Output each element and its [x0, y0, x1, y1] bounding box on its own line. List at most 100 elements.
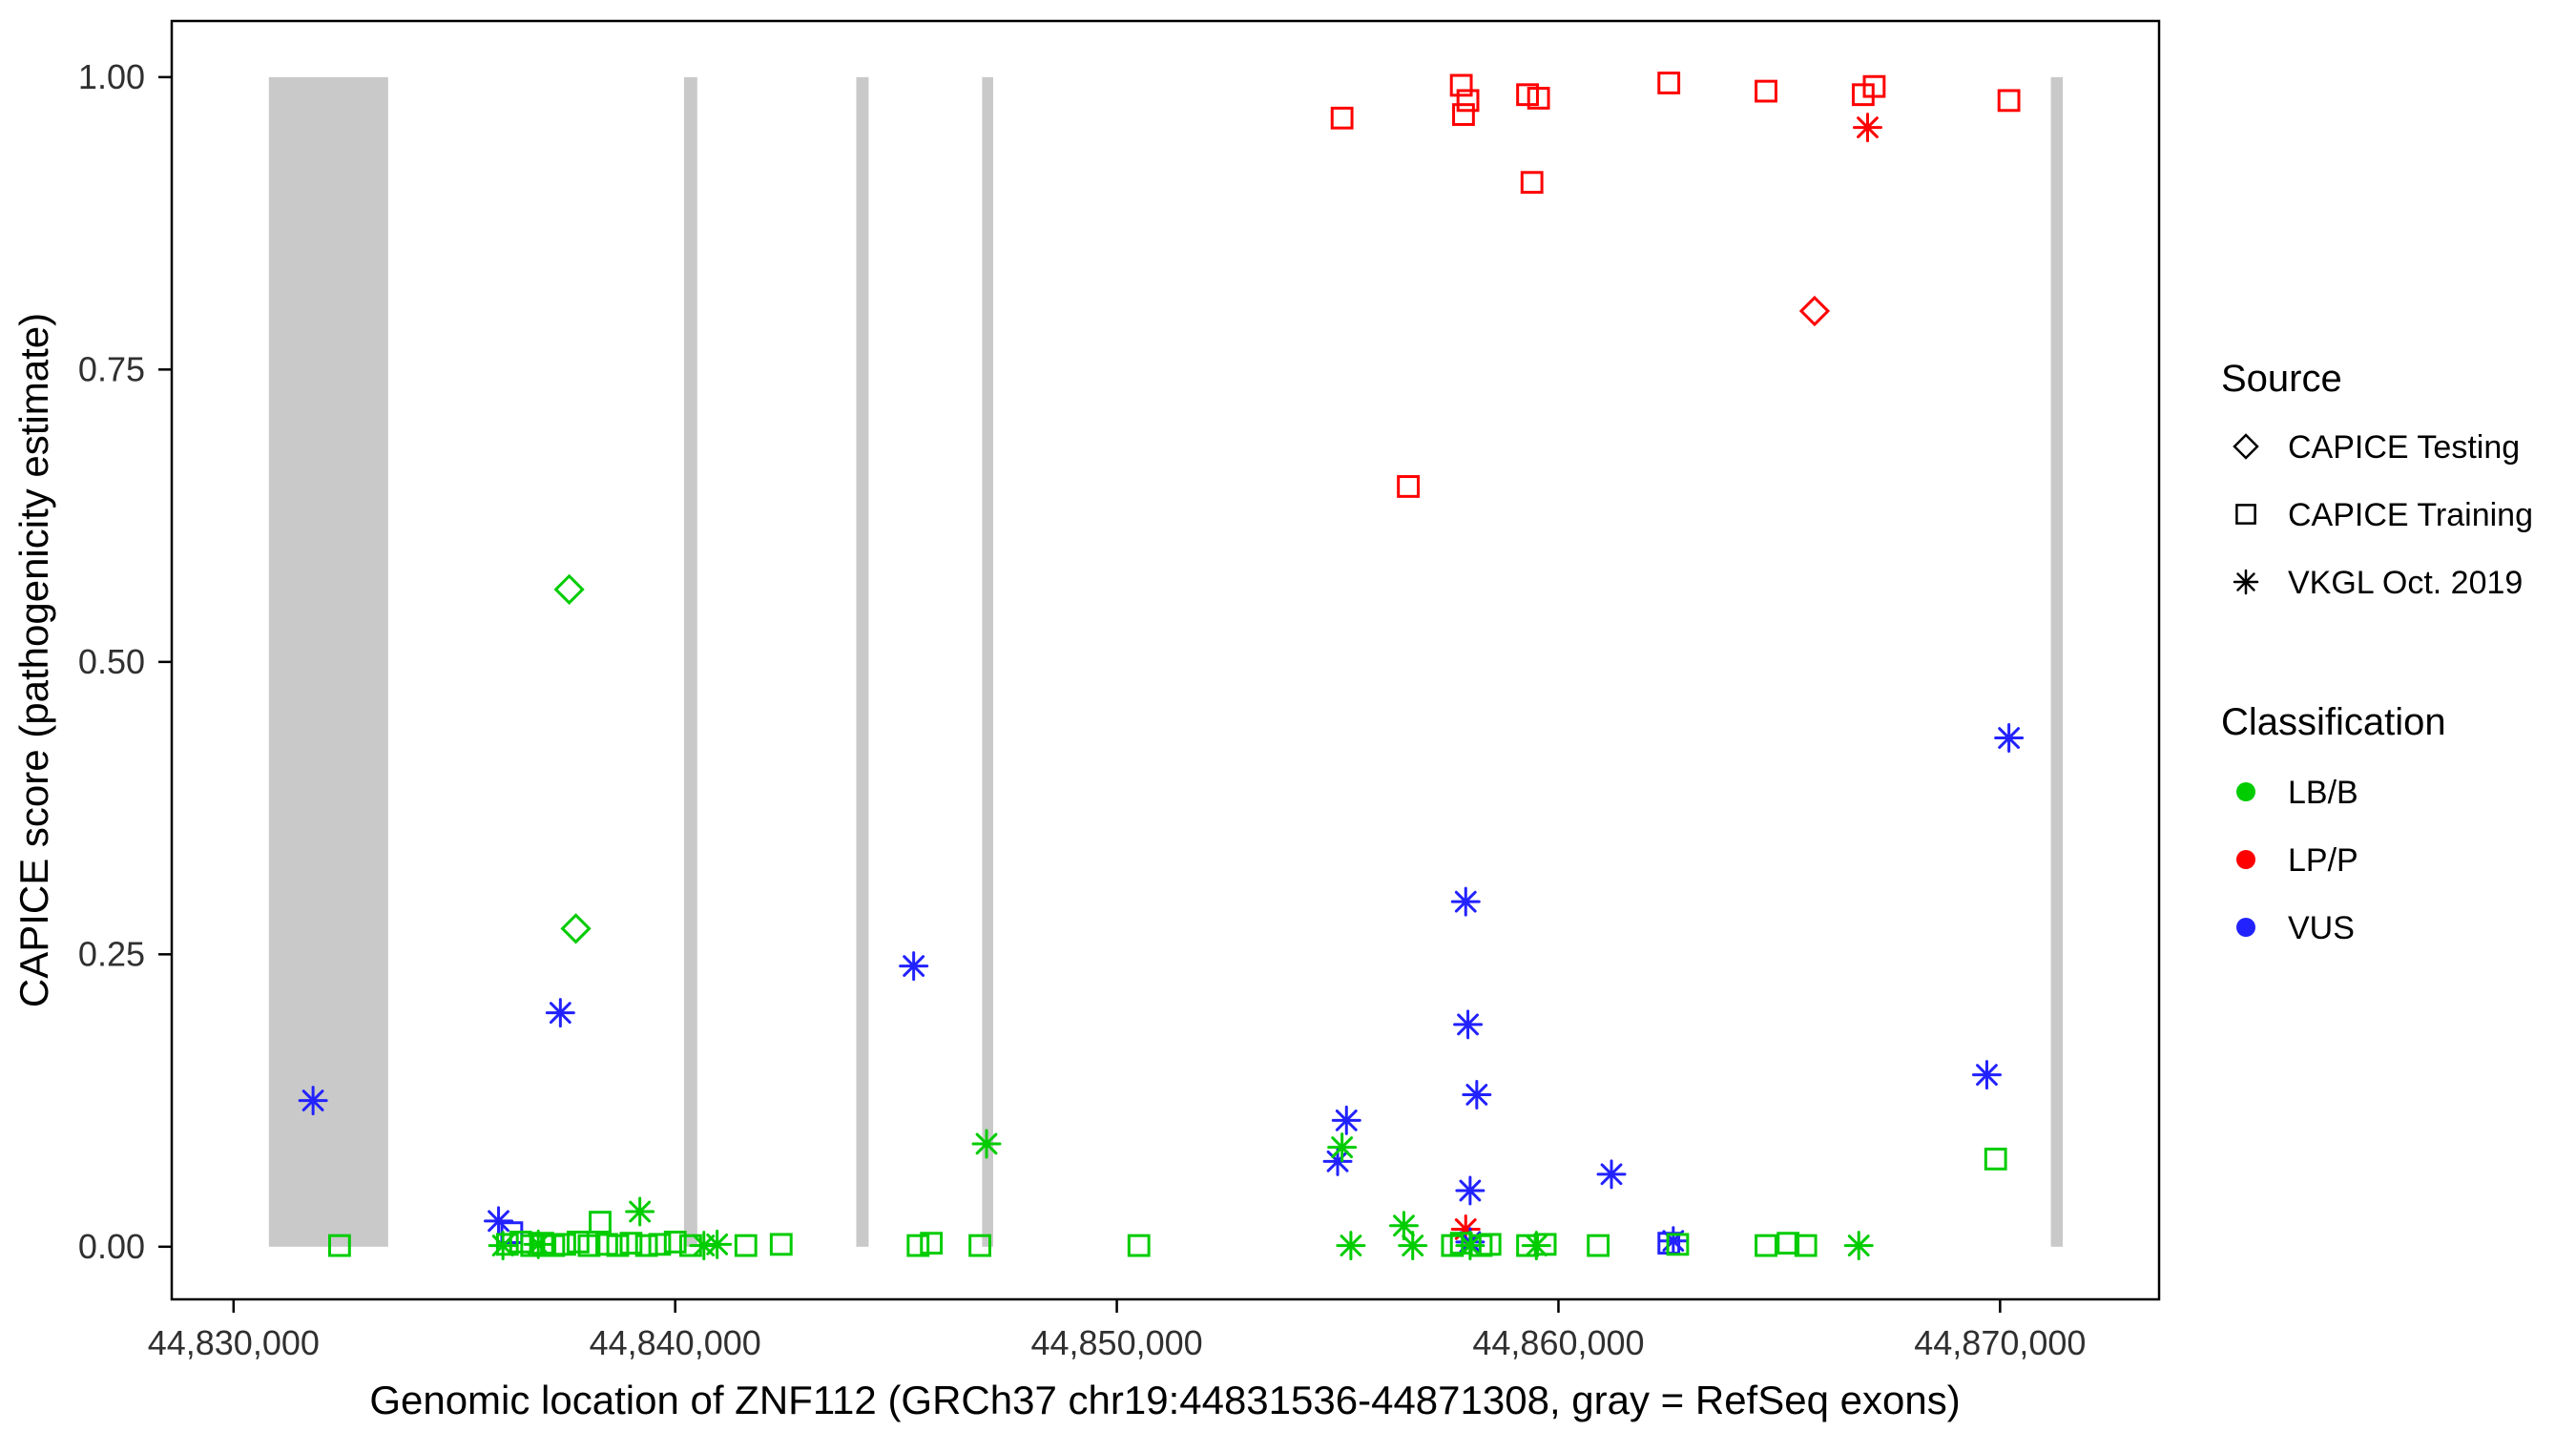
data-point — [663, 1231, 687, 1254]
asterisk-legend-icon — [2233, 569, 2259, 595]
x-tick-label: 44,830,000 — [148, 1323, 320, 1362]
data-point — [1862, 74, 1886, 98]
data-point — [1455, 1231, 1485, 1261]
x-tick-label: 44,840,000 — [590, 1323, 761, 1362]
data-point — [906, 1234, 930, 1257]
data-point — [488, 1231, 518, 1261]
data-point — [1388, 1211, 1419, 1241]
data-point — [1456, 89, 1480, 113]
legend-classification-title: Classification — [2221, 701, 2446, 743]
data-point — [1452, 103, 1475, 126]
x-axis: 44,830,000 44,840,000 44,850,000 44,860,000… — [148, 1299, 2086, 1362]
exon-rect — [982, 76, 993, 1247]
data-point — [1398, 1231, 1428, 1261]
data-point — [1336, 1231, 1366, 1261]
data-point — [1997, 89, 2021, 113]
y-axis-title: CAPICE score (pathogenicity estimate) — [11, 313, 56, 1007]
exon-regions — [268, 76, 2064, 1247]
data-point — [1657, 72, 1681, 94]
data-point — [920, 1232, 944, 1255]
data-point — [484, 1206, 514, 1236]
data-point — [968, 1234, 991, 1257]
data-point — [1587, 1234, 1610, 1257]
data-point — [1455, 1175, 1485, 1206]
legend-item-label: CAPICE Training — [2288, 497, 2533, 533]
data-point — [734, 1234, 758, 1257]
data-point — [1984, 1147, 2007, 1171]
data-point — [899, 951, 929, 982]
y-tick-label: 0.50 — [78, 642, 145, 681]
y-tick-label: 0.00 — [78, 1227, 145, 1266]
classification-dot-icon — [2236, 850, 2255, 869]
exon-rect — [268, 76, 388, 1247]
data-point — [1852, 113, 1882, 143]
plot-panel-border — [170, 19, 2161, 1301]
data-point — [606, 1234, 630, 1257]
legend-item-label: CAPICE Testing — [2288, 429, 2520, 466]
legend: Source CAPICE Testing CAPICE Training VKGL … — [2221, 358, 2533, 946]
exon-rect — [683, 76, 697, 1247]
data-point — [1658, 1226, 1689, 1256]
data-point — [523, 1229, 553, 1259]
data-point — [1755, 79, 1777, 103]
x-tick-label: 44,870,000 — [1914, 1323, 2086, 1362]
data-point — [1843, 1231, 1874, 1261]
data-point — [1397, 475, 1420, 498]
data-point — [1449, 73, 1473, 97]
data-point — [1330, 106, 1354, 130]
data-point — [634, 1234, 658, 1257]
data-point — [327, 1234, 351, 1257]
data-point — [1776, 1232, 1800, 1255]
y-axis: 0.00 0.25 0.50 0.75 1.00 — [78, 57, 172, 1266]
classification-dot-icon — [2236, 782, 2255, 801]
data-point — [1450, 886, 1481, 917]
x-tick-label: 44,860,000 — [1472, 1323, 1644, 1362]
classification-dot-icon — [2236, 918, 2255, 937]
data-point — [1327, 1132, 1358, 1163]
data-point — [648, 1233, 672, 1256]
data-point — [1971, 1060, 2002, 1090]
legend-item-label: VUS — [2288, 910, 2355, 946]
y-tick-label: 0.75 — [78, 349, 145, 388]
legend-item-label: VKGL Oct. 2019 — [2288, 565, 2523, 601]
data-point — [1527, 87, 1550, 110]
data-point — [1596, 1159, 1627, 1190]
diamond-legend-icon — [2233, 433, 2259, 460]
y-tick-label: 0.25 — [78, 934, 145, 973]
y-tick-label: 1.00 — [78, 57, 145, 96]
data-point — [1798, 295, 1831, 327]
square-legend-icon — [2235, 504, 2256, 525]
data-point — [769, 1233, 793, 1256]
data-point — [1521, 1231, 1551, 1261]
data-point — [971, 1129, 1002, 1159]
data-point — [619, 1232, 643, 1255]
data-point — [577, 1234, 601, 1257]
data-point — [553, 1233, 576, 1256]
data-point — [625, 1196, 655, 1227]
x-tick-label: 44,850,000 — [1030, 1323, 1202, 1362]
data-point — [1755, 1234, 1777, 1257]
data-point — [589, 1211, 612, 1234]
data-point — [702, 1229, 733, 1259]
legend-source-title: Source — [2221, 358, 2342, 400]
data-point — [545, 998, 575, 1028]
exon-rect — [856, 76, 869, 1247]
x-axis-title: Genomic location of ZNF112 (GRCh37 chr19… — [369, 1378, 1960, 1422]
data-point — [1994, 723, 2025, 754]
legend-item-label: LB/B — [2288, 775, 2358, 811]
data-point — [553, 573, 585, 605]
data-point — [1453, 1009, 1484, 1040]
legend-item-label: LP/P — [2288, 842, 2358, 879]
data-point — [298, 1086, 328, 1116]
data-points — [298, 72, 2025, 1261]
data-point — [560, 913, 592, 944]
data-point — [1127, 1234, 1151, 1257]
data-point — [1331, 1105, 1361, 1135]
data-point — [1666, 1233, 1690, 1256]
data-point — [1462, 1079, 1492, 1110]
data-point — [1520, 171, 1544, 195]
data-point — [1794, 1234, 1818, 1257]
